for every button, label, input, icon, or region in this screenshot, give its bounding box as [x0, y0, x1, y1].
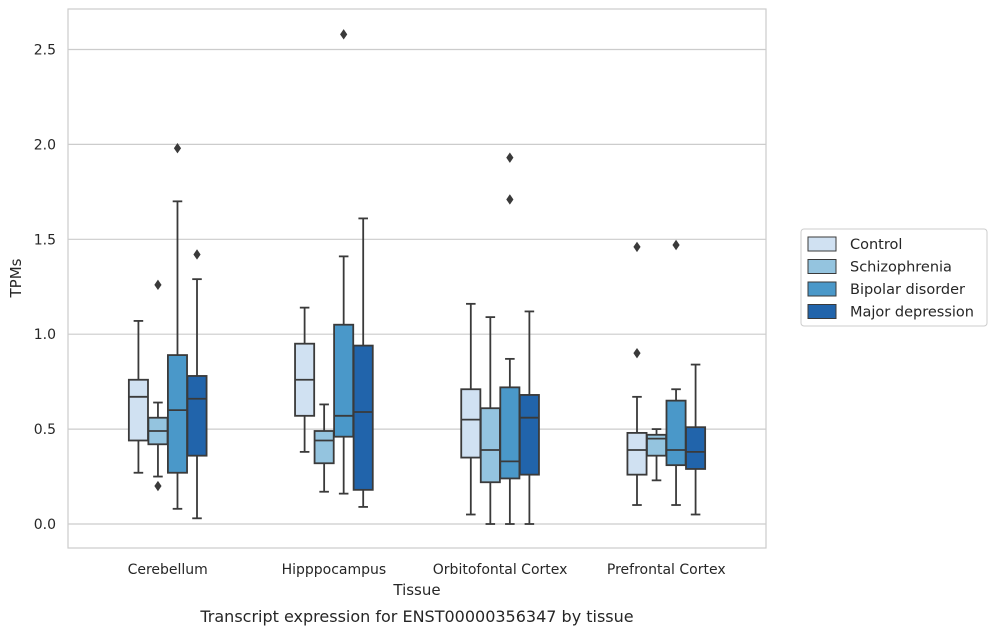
- y-tick-label: 1.0: [34, 327, 56, 343]
- box-group: [518, 310, 540, 525]
- box-group: [167, 142, 188, 510]
- y-tick-labels: 0.0 0.5 1.0 1.5 2.0 2.5: [34, 43, 56, 534]
- y-tick-label: 0.0: [34, 517, 56, 533]
- outlier-point: [340, 29, 348, 40]
- box: [460, 388, 482, 459]
- box: [186, 375, 208, 457]
- outlier-point: [154, 279, 162, 291]
- x-tick-label: Hipppocampus: [282, 562, 387, 578]
- box-group: [685, 363, 707, 516]
- box-group: [626, 241, 648, 506]
- legend-label: Control: [850, 237, 902, 253]
- box: [518, 394, 540, 476]
- legend-swatch: [807, 259, 837, 274]
- x-tick-label: Orbitofontal Cortex: [433, 562, 568, 578]
- outlier-point: [506, 194, 514, 205]
- legend-label: Bipolar disorder: [850, 282, 965, 298]
- legend-label: Major depression: [850, 305, 974, 321]
- box: [167, 354, 188, 474]
- legend-swatch: [807, 304, 837, 319]
- outlier-point: [154, 480, 162, 492]
- box-group: [294, 306, 316, 453]
- outlier-point: [173, 142, 182, 154]
- legend-label: Schizophrenia: [850, 260, 952, 276]
- y-axis-title: TPMs: [7, 258, 25, 298]
- x-axis-title: Tissue: [392, 581, 440, 599]
- boxes: [127, 29, 707, 525]
- legend: Control Schizophrenia Bipolar disorder Majo…: [800, 228, 988, 327]
- y-tick-label: 2.5: [34, 43, 56, 59]
- box-group: [186, 249, 208, 520]
- y-tick-label: 1.5: [34, 232, 56, 248]
- chart-caption: Transcript expression for ENST0000035634…: [199, 607, 633, 626]
- box: [685, 426, 707, 470]
- box-group: [479, 316, 501, 525]
- outlier-point: [633, 347, 641, 359]
- outlier-point: [193, 249, 201, 260]
- box: [333, 323, 355, 438]
- legend-swatch: [807, 281, 837, 297]
- x-tick-label: Prefrontal Cortex: [607, 562, 726, 578]
- x-tick-labels: Cerebellum Hipppocampus Orbitofontal Corte…: [128, 562, 726, 578]
- box: [626, 431, 648, 476]
- box: [127, 378, 149, 442]
- y-tick-label: 0.5: [34, 422, 56, 438]
- outlier-point: [672, 239, 680, 251]
- box: [479, 407, 501, 484]
- legend-swatch: [807, 236, 837, 252]
- x-tick-label: Cerebellum: [128, 562, 208, 578]
- box-group: [127, 320, 149, 474]
- outlier-point: [633, 241, 641, 253]
- box-group: [352, 217, 374, 508]
- box-group: [147, 279, 169, 492]
- box: [313, 430, 335, 465]
- box-group: [313, 403, 335, 493]
- y-tick-label: 2.0: [34, 137, 56, 153]
- outlier-point: [506, 152, 514, 163]
- legend-frame: [800, 228, 988, 327]
- box: [352, 344, 374, 491]
- box: [665, 399, 687, 467]
- box: [499, 386, 521, 480]
